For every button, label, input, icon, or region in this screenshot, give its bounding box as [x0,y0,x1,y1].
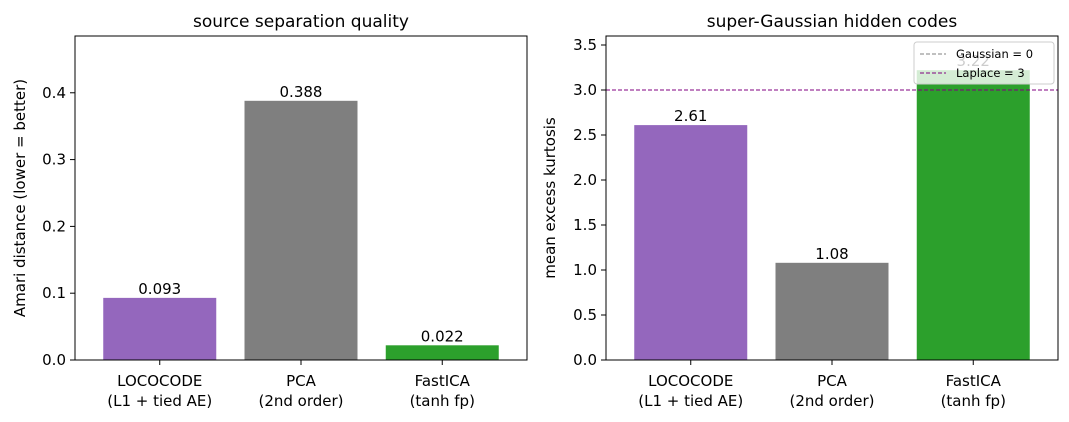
y-tick-label-3: 1.5 [573,216,597,234]
bar-1 [775,262,889,360]
x-tick-label-0-line-0: LOCOCODE [117,372,202,390]
x-tick-label-0-line-0: LOCOCODE [648,372,733,390]
y-tick-label-1: 0.5 [573,306,597,324]
chart-title: source separation quality [193,12,409,32]
bar-0 [103,297,217,360]
x-tick-label-1-line-0: PCA [286,372,317,390]
bar-value-label-0: 0.093 [138,280,181,298]
kurtosis-panel: super-Gaussian hidden codes2.611.083.220… [541,12,1059,410]
y-tick-label-7: 3.5 [573,36,597,54]
y-tick-label-3: 0.3 [42,151,66,169]
x-tick-label-2-line-1: (tanh fp) [941,392,1006,410]
x-tick-label-2-line-0: FastICA [946,372,1002,390]
legend-box [913,41,1055,85]
amari-distance-panel: source separation quality 0.093 0.388 0.022… [11,12,528,410]
x-tick-label-0-line-1: (L1 + tied AE) [638,392,743,410]
x-tick-label-0-line-1: (L1 + tied AE) [107,392,212,410]
y-tick-label-5: 2.5 [573,126,597,144]
y-axis-label: mean excess kurtosis [541,117,559,279]
bar-2 [385,345,499,360]
y-tick-label-0: 0.0 [573,351,597,369]
y-tick-label-4: 0.4 [42,84,66,102]
bar-value-label-2: 0.022 [421,327,464,345]
y-tick-label-2: 0.2 [42,217,66,235]
bar-0 [634,125,748,360]
y-axis-label: Amari distance (lower = better) [11,79,29,317]
x-tick-label-1-line-1: (2nd order) [258,392,343,410]
chart-title: super-Gaussian hidden codes [707,12,958,32]
legend-label-0: Gaussian = 0 [956,47,1033,61]
bar-value-label-0: 2.61 [674,107,707,125]
x-tick-label-2-line-0: FastICA [415,372,471,390]
bar-value-label-1: 1.08 [815,245,848,263]
y-tick-label-1: 0.1 [42,284,66,302]
y-tick-label-0: 0.0 [42,351,66,369]
x-tick-label-2-line-1: (tanh fp) [410,392,475,410]
y-tick-label-2: 1.0 [573,261,597,279]
y-tick-label-6: 3.0 [573,81,597,99]
bar-1 [244,100,358,361]
x-tick-label-1-line-0: PCA [817,372,848,390]
y-tick-label-4: 2.0 [573,171,597,189]
legend-label-1: Laplace = 3 [956,66,1025,80]
x-tick-label-1-line-1: (2nd order) [789,392,874,410]
bar-value-label-1: 0.388 [280,83,323,101]
bar-2 [916,70,1030,360]
